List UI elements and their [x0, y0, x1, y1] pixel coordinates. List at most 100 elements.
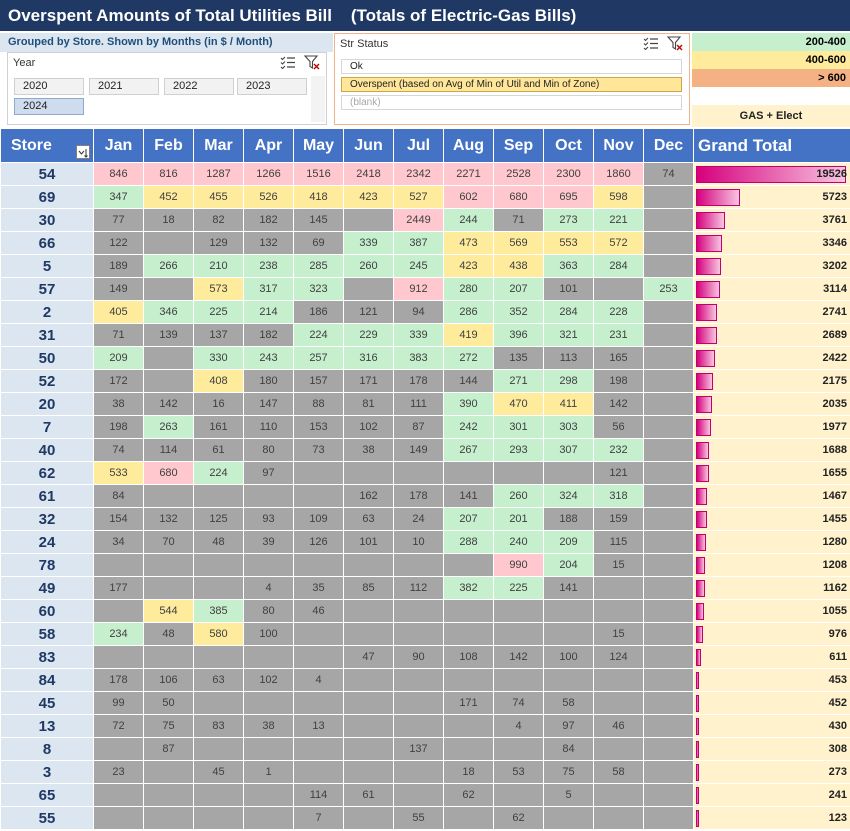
value-cell: 63: [343, 507, 394, 531]
value-cell: 113: [543, 346, 594, 370]
year-option-2023[interactable]: 2023: [237, 78, 307, 95]
clear-filter-icon[interactable]: [667, 36, 683, 51]
value-cell: 1516: [293, 162, 344, 186]
status-option-ok[interactable]: Ok: [341, 59, 682, 74]
value-cell: 97: [243, 461, 294, 485]
value-cell: [443, 553, 494, 577]
multi-select-icon[interactable]: [643, 36, 659, 51]
data-bar: [696, 327, 717, 344]
store-label: 30: [0, 208, 94, 232]
value-cell: 695: [543, 185, 594, 209]
value-cell: 121: [343, 300, 394, 324]
grand-total-value: 308: [828, 743, 847, 755]
value-cell: 347: [93, 185, 144, 209]
grand-total-cell: 123: [693, 806, 850, 830]
grand-total-cell: 1455: [693, 507, 850, 531]
value-cell: 214: [243, 300, 294, 324]
value-cell: 132: [243, 231, 294, 255]
value-cell: 149: [393, 438, 444, 462]
value-cell: [443, 737, 494, 761]
status-option-overspent[interactable]: Overspent (based on Avg of Min of Util a…: [341, 77, 682, 92]
multi-select-icon[interactable]: [280, 55, 296, 70]
grand-total-value: 1977: [822, 421, 847, 433]
value-cell: 253: [643, 277, 694, 301]
year-option-2022[interactable]: 2022: [164, 78, 234, 95]
value-cell: 243: [243, 346, 294, 370]
table-row: 62 533 680 224 97 121 1655: [0, 461, 850, 485]
value-cell: 1266: [243, 162, 294, 186]
value-cell: 267: [443, 438, 494, 462]
value-cell: 330: [193, 346, 244, 370]
value-cell: 97: [543, 714, 594, 738]
table-row: 58 234 48 580 100 15 976: [0, 622, 850, 646]
value-cell: 242: [443, 415, 494, 439]
year-option-2020[interactable]: 2020: [14, 78, 84, 95]
value-cell: 100: [543, 645, 594, 669]
value-cell: [643, 438, 694, 462]
value-cell: 526: [243, 185, 294, 209]
data-bar: [696, 281, 720, 298]
value-cell: 18: [443, 760, 494, 784]
value-cell: 207: [443, 507, 494, 531]
value-cell: [443, 714, 494, 738]
data-bar: [696, 787, 699, 804]
value-cell: [343, 599, 394, 623]
value-cell: 303: [543, 415, 594, 439]
store-label: 24: [0, 530, 94, 554]
value-cell: [543, 622, 594, 646]
value-cell: 162: [343, 484, 394, 508]
year-option-2024[interactable]: 2024: [14, 98, 84, 115]
value-cell: 110: [243, 415, 294, 439]
sort-filter-button[interactable]: [76, 145, 90, 159]
status-option-blank[interactable]: (blank): [341, 95, 682, 110]
report-subtitle: Grouped by Store. Shown by Months (in $ …: [0, 33, 333, 52]
data-bar: [696, 649, 701, 666]
value-cell: 285: [293, 254, 344, 278]
value-cell: [393, 461, 444, 485]
value-cell: [193, 783, 244, 807]
value-cell: 142: [143, 392, 194, 416]
value-cell: 61: [343, 783, 394, 807]
value-cell: 124: [593, 645, 644, 669]
store-label: 7: [0, 415, 94, 439]
grand-total-cell: 273: [693, 760, 850, 784]
value-cell: 188: [543, 507, 594, 531]
value-cell: 165: [593, 346, 644, 370]
value-cell: [593, 277, 644, 301]
data-bar: [696, 442, 709, 459]
value-cell: 5: [543, 783, 594, 807]
value-cell: [93, 553, 144, 577]
value-cell: 137: [193, 323, 244, 347]
table-row: 61 84 162 178 141 260 324 318 1467: [0, 484, 850, 508]
value-cell: 580: [193, 622, 244, 646]
table-row: 49 177 4 35 85 112 382 225 141 1162: [0, 576, 850, 600]
data-bar: [696, 235, 722, 252]
status-slicer: Str Status Ok Overspent (based on Avg of…: [334, 33, 690, 125]
value-cell: 141: [443, 484, 494, 508]
column-header-apr: Apr: [243, 128, 294, 163]
value-cell: 553: [543, 231, 594, 255]
data-bar: [696, 212, 725, 229]
clear-filter-icon[interactable]: [304, 55, 320, 70]
grand-total-value: 1688: [822, 444, 847, 456]
value-cell: 2418: [343, 162, 394, 186]
value-cell: 71: [493, 208, 544, 232]
value-cell: 2342: [393, 162, 444, 186]
store-label: 65: [0, 783, 94, 807]
slicer-scrollbar[interactable]: [311, 76, 325, 122]
value-cell: [493, 783, 544, 807]
grand-total-value: 430: [828, 720, 847, 732]
grand-total-cell: 5723: [693, 185, 850, 209]
year-option-2021[interactable]: 2021: [89, 78, 159, 95]
value-cell: 408: [193, 369, 244, 393]
grand-total-value: 1467: [822, 490, 847, 502]
value-cell: 473: [443, 231, 494, 255]
grand-total-cell: 3114: [693, 277, 850, 301]
grand-total-value: 452: [828, 697, 847, 709]
value-cell: [593, 783, 644, 807]
column-header-store: Store: [0, 128, 94, 163]
value-cell: 385: [193, 599, 244, 623]
data-bar: [696, 166, 846, 183]
value-cell: [393, 783, 444, 807]
legend-200-400: 200-400: [692, 33, 850, 51]
